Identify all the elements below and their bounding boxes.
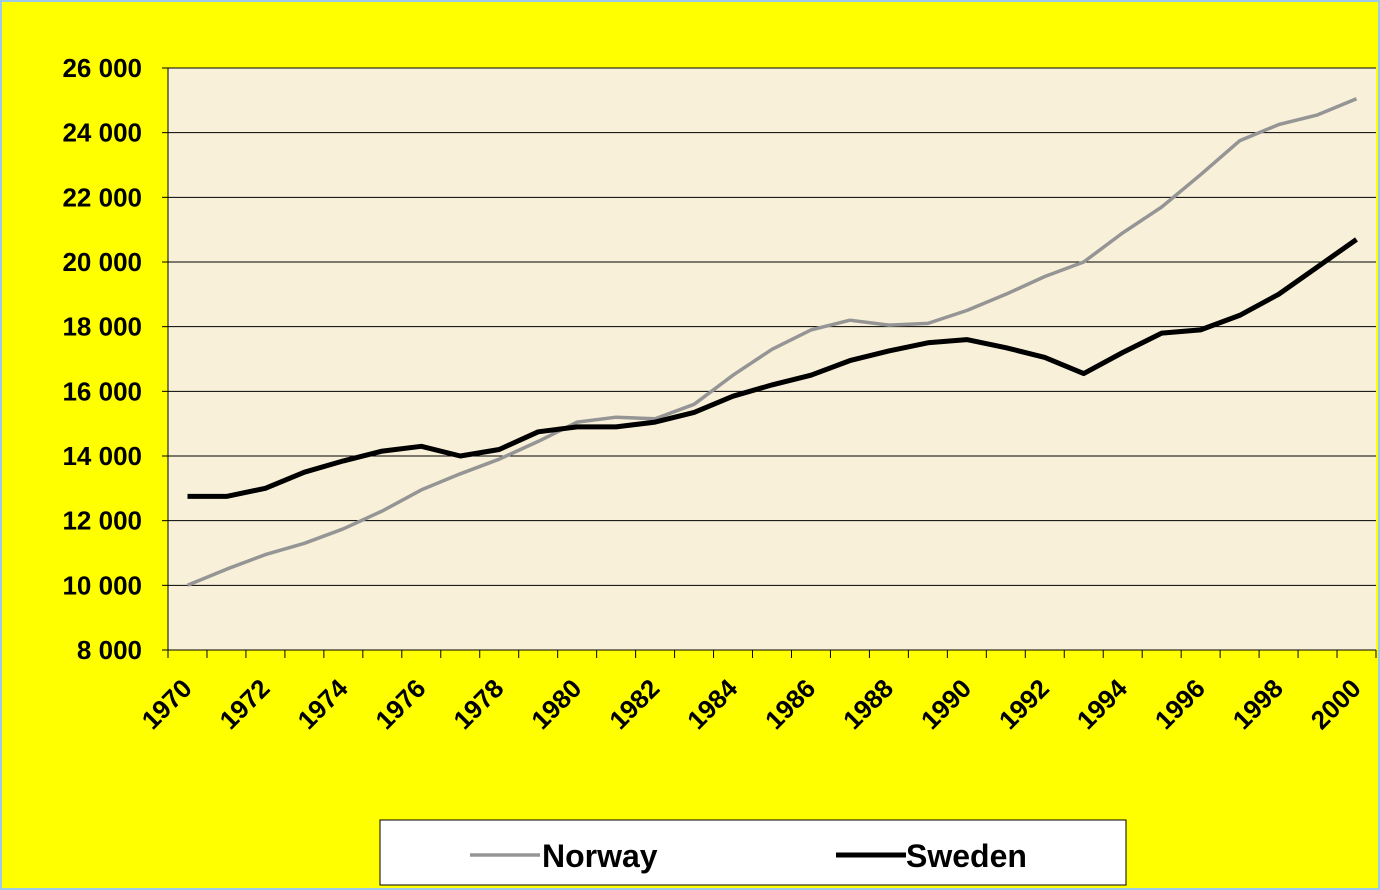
y-tick-label: 18 000 <box>62 312 142 342</box>
plot-area <box>168 68 1376 650</box>
y-tick-label: 12 000 <box>62 506 142 536</box>
y-tick-label: 10 000 <box>62 570 142 600</box>
y-tick-label: 22 000 <box>62 182 142 212</box>
series-line <box>186 97 1358 587</box>
legend-label: Sweden <box>906 838 1027 874</box>
y-tick-label: 14 000 <box>62 441 142 471</box>
y-tick-label: 26 000 <box>62 53 142 83</box>
y-tick-label: 16 000 <box>62 376 142 406</box>
legend <box>379 819 1127 886</box>
y-tick-label: 20 000 <box>62 247 142 277</box>
y-tick-label: 8 000 <box>77 635 142 665</box>
y-tick-label: 24 000 <box>62 118 142 148</box>
legend-label: Norway <box>542 838 658 874</box>
series-line <box>187 237 1358 499</box>
